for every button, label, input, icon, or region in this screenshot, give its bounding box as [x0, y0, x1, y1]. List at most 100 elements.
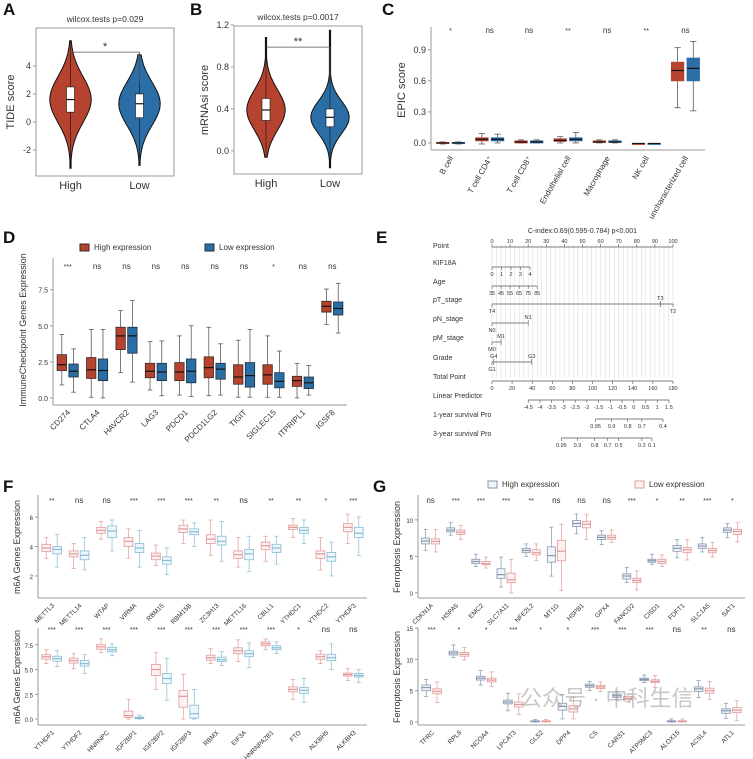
significance-label: ns	[602, 496, 610, 505]
nomogram-row-label: Grade	[433, 355, 453, 362]
x-tick-label: SLC7A11	[486, 602, 511, 627]
box-low	[189, 704, 200, 719]
y-tick-label: 0	[410, 721, 414, 727]
nomogram-tick-label: -3	[561, 405, 566, 411]
box-high	[144, 362, 156, 379]
nomogram-tick-label: 100	[588, 386, 597, 392]
nomogram-tick-label: 60	[549, 386, 555, 392]
nomogram-tick-label: 0.95	[556, 443, 567, 449]
y-tick-label: 0.8	[216, 62, 229, 72]
nomogram-tick-label: 0.9	[608, 424, 616, 430]
nomogram-row-label: 1-year survival Pro	[433, 412, 491, 419]
panel-label-c: C	[382, 0, 394, 19]
legend-label: Low expression	[219, 243, 275, 252]
significance-label: ns	[299, 262, 307, 271]
nomogram-tick-label: 100	[668, 239, 677, 245]
significance-bracket	[70, 51, 140, 83]
x-tick-label: HAVCR2	[102, 408, 131, 437]
box-high	[115, 326, 126, 351]
x-tick-label: TIGIT	[228, 408, 249, 429]
significance-label: *	[103, 41, 108, 53]
box-low	[244, 362, 256, 388]
significance-label: ***	[64, 264, 72, 271]
x-tick-label: METTL3	[34, 602, 57, 625]
box-low	[127, 326, 138, 354]
x-tick-label: YTHDF2	[61, 729, 84, 752]
nomogram-tick-label: 65	[516, 291, 522, 297]
significance-label: ns	[152, 262, 160, 271]
box-low	[68, 363, 79, 378]
legend-label: High expression	[502, 480, 559, 489]
nomogram-tick-label: 70	[616, 239, 622, 245]
nomogram-tick-label: 2	[509, 272, 512, 278]
y-tick-label: 0.3	[413, 107, 426, 117]
nomogram-tick-label: M0	[488, 347, 496, 353]
nomogram-row-label: KIF18A	[433, 260, 457, 267]
legend-label: Low expression	[649, 480, 705, 489]
nomogram-tick-label: 3	[519, 272, 522, 278]
significance-label: ***	[646, 627, 654, 634]
box-high	[291, 375, 303, 387]
nomogram-tick-label: 20	[525, 239, 531, 245]
nomogram-tick-label: 40	[529, 386, 535, 392]
nomogram-tick-label: T2	[670, 309, 676, 315]
x-tick-label: EMC2	[468, 602, 486, 620]
nomogram-tick-label: 0	[490, 272, 493, 278]
y-tick-label: 0	[26, 117, 31, 127]
nomogram-tick-label: 0.5	[642, 405, 650, 411]
y-tick-label: 2.5	[38, 360, 48, 367]
x-tick-label: HNRNPA2B1	[243, 729, 275, 759]
nomogram-row-label: Linear Predictor	[433, 393, 483, 400]
x-tick-label: ATP5MC3	[628, 729, 654, 755]
x-tick-label: FDFT1	[667, 602, 687, 622]
nomogram-tick-label: 45	[498, 291, 504, 297]
y-tick-label: 5.0	[25, 669, 34, 675]
y-tick-label: -2	[23, 145, 31, 155]
nomogram-row-label: pT_stage	[433, 297, 462, 304]
x-tick-label: ACSL4	[689, 729, 709, 749]
y-tick-label: 0.0	[38, 396, 48, 403]
y-axis-label: Ferroptosis Expression	[392, 631, 402, 723]
x-tick-label: SAT1	[721, 602, 737, 618]
plot-frame	[233, 25, 363, 175]
y-axis-label: TIDE score	[5, 74, 17, 129]
significance-label: ns	[485, 26, 493, 35]
y-axis-label: m6A Genes Expression	[12, 630, 22, 724]
legend-swatch-low	[634, 480, 645, 489]
significance-label: ns	[552, 496, 560, 505]
significance-label: ***	[452, 498, 460, 505]
x-tick-label: DPP4	[555, 729, 572, 746]
significance-label: ***	[509, 627, 517, 634]
nomogram-tick-label: 0.7	[604, 443, 612, 449]
significance-label: ***	[75, 627, 83, 634]
y-tick-label: 0.9	[413, 45, 426, 55]
x-tick-label: ALOX15	[659, 729, 682, 752]
panel-label-e: E	[376, 228, 387, 247]
y-tick-label: 5	[410, 555, 414, 561]
nomogram-tick-label: 0.9	[574, 443, 582, 449]
nomogram-tick-label: 0.95	[590, 424, 601, 430]
nomogram-tick-label: 0	[490, 239, 493, 245]
x-tick-label: YTHDF3	[335, 602, 358, 625]
significance-label: **	[565, 28, 571, 35]
x-tick-label: METTL14	[58, 602, 83, 627]
nomogram-row-label: Point	[433, 243, 449, 250]
significance-label: **	[294, 36, 303, 48]
legend-swatch-high	[79, 243, 90, 252]
x-tick-label: NCOA4	[470, 729, 491, 750]
x-tick-label: TFRC	[419, 729, 436, 746]
y-tick-label: 0.0	[216, 146, 229, 156]
significance-label: *	[567, 627, 570, 634]
significance-label: ns	[75, 496, 83, 505]
significance-label: ns	[102, 496, 110, 505]
y-tick-label: 7.5	[38, 288, 48, 295]
x-tick-label: ALKBH3	[335, 729, 358, 752]
x-tick-label: WTAP	[93, 602, 111, 620]
x-tick-label: ITPRIPL1	[276, 408, 307, 439]
y-axis-label: Ferroptosis Expression	[392, 501, 402, 593]
significance-label: ns	[93, 262, 101, 271]
x-tick-label: ALKBH5	[308, 729, 331, 752]
box-low	[215, 362, 226, 380]
x-tick-label: Endothelial cell	[538, 154, 573, 205]
significance-label: **	[644, 28, 650, 35]
